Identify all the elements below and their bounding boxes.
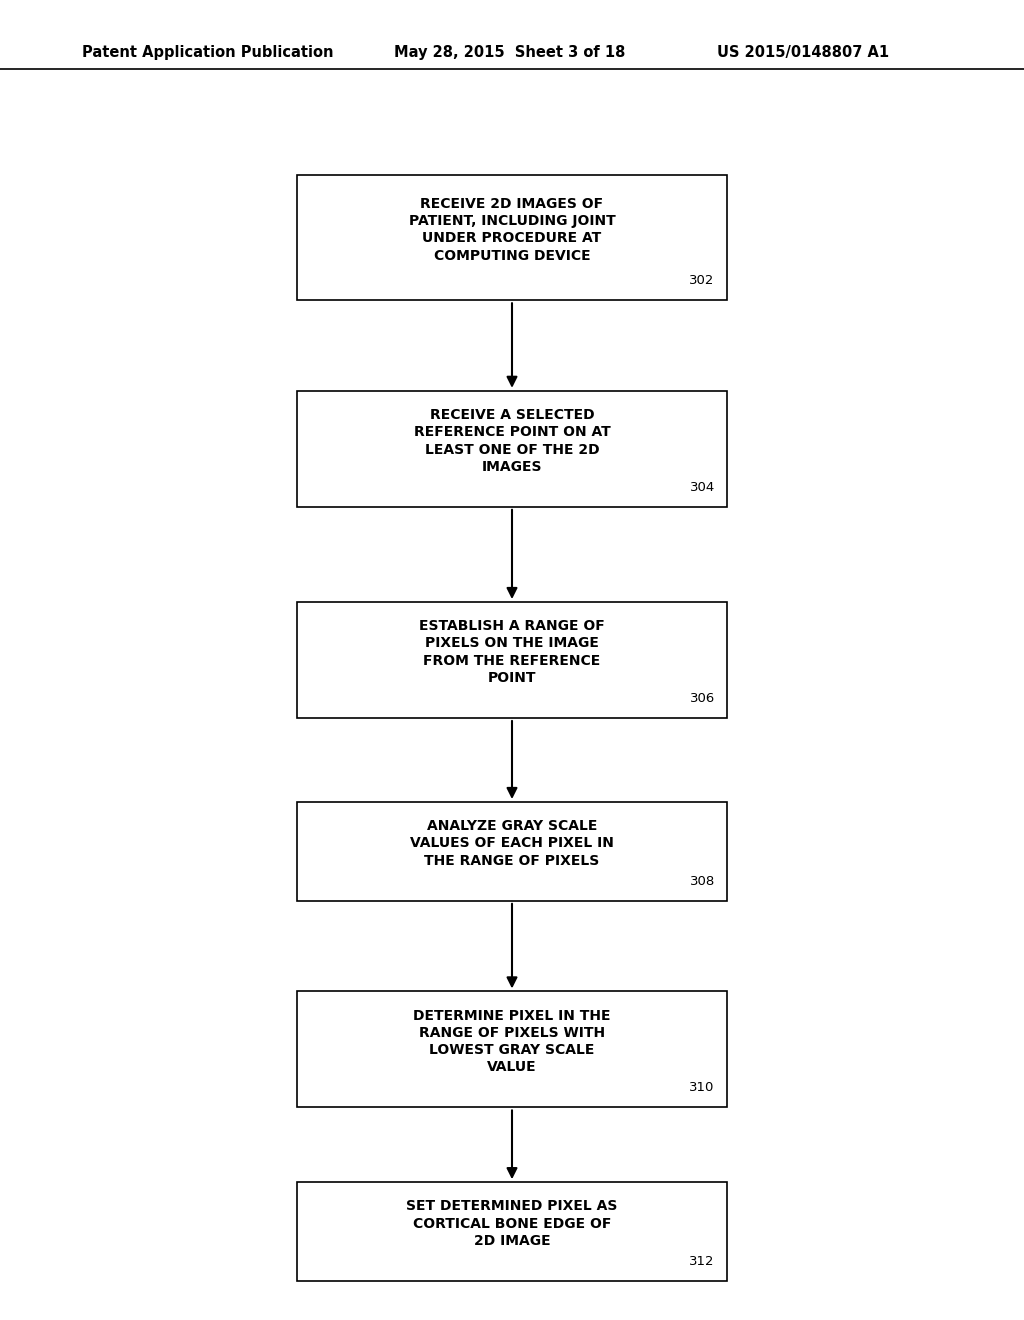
Text: May 28, 2015  Sheet 3 of 18: May 28, 2015 Sheet 3 of 18: [394, 45, 626, 61]
Text: RECEIVE 2D IMAGES OF
PATIENT, INCLUDING JOINT
UNDER PROCEDURE AT
COMPUTING DEVIC: RECEIVE 2D IMAGES OF PATIENT, INCLUDING …: [409, 197, 615, 263]
Text: 310: 310: [689, 1081, 715, 1094]
Text: US 2015/0148807 A1: US 2015/0148807 A1: [717, 45, 889, 61]
Text: 312: 312: [689, 1255, 715, 1267]
Bar: [297, 1183, 727, 1280]
Bar: [297, 176, 727, 301]
Text: 306: 306: [689, 692, 715, 705]
Bar: [297, 801, 727, 900]
Text: DETERMINE PIXEL IN THE
RANGE OF PIXELS WITH
LOWEST GRAY SCALE
VALUE: DETERMINE PIXEL IN THE RANGE OF PIXELS W…: [414, 1008, 610, 1074]
Text: 302: 302: [689, 275, 715, 288]
Bar: [297, 991, 727, 1107]
Text: 308: 308: [689, 875, 715, 887]
Text: ANALYZE GRAY SCALE
VALUES OF EACH PIXEL IN
THE RANGE OF PIXELS: ANALYZE GRAY SCALE VALUES OF EACH PIXEL …: [410, 820, 614, 867]
Text: ESTABLISH A RANGE OF
PIXELS ON THE IMAGE
FROM THE REFERENCE
POINT: ESTABLISH A RANGE OF PIXELS ON THE IMAGE…: [419, 619, 605, 685]
Bar: [297, 391, 727, 507]
Text: Patent Application Publication: Patent Application Publication: [82, 45, 334, 61]
Bar: [297, 602, 727, 718]
Text: RECEIVE A SELECTED
REFERENCE POINT ON AT
LEAST ONE OF THE 2D
IMAGES: RECEIVE A SELECTED REFERENCE POINT ON AT…: [414, 408, 610, 474]
Text: 304: 304: [689, 480, 715, 494]
Text: SET DETERMINED PIXEL AS
CORTICAL BONE EDGE OF
2D IMAGE: SET DETERMINED PIXEL AS CORTICAL BONE ED…: [407, 1200, 617, 1247]
